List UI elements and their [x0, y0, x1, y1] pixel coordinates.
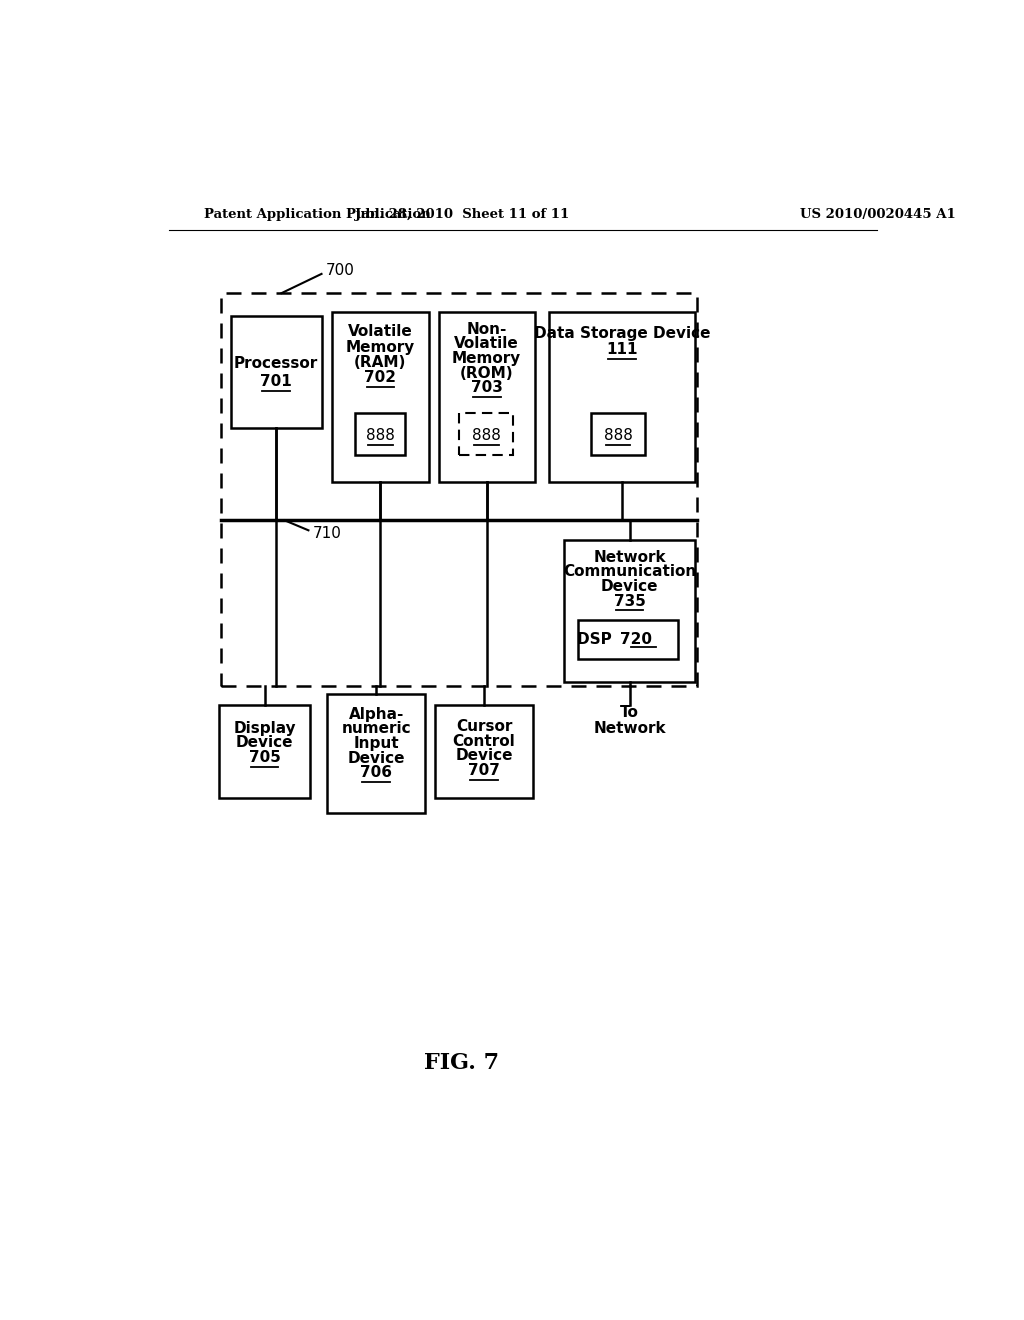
Text: Display: Display — [233, 721, 296, 735]
Text: 888: 888 — [472, 428, 501, 444]
Text: Device: Device — [347, 751, 404, 766]
Text: DSP: DSP — [577, 632, 622, 647]
Text: 888: 888 — [366, 428, 395, 444]
Bar — [435, 705, 534, 797]
Bar — [549, 313, 695, 482]
Text: 701: 701 — [260, 374, 292, 389]
Text: Network: Network — [593, 549, 666, 565]
Text: Device: Device — [456, 748, 513, 763]
Text: To: To — [621, 705, 639, 721]
Text: 720: 720 — [620, 632, 651, 647]
Bar — [591, 413, 645, 455]
Bar — [327, 693, 425, 813]
Text: Memory: Memory — [452, 351, 521, 366]
Bar — [219, 705, 310, 797]
Text: 702: 702 — [365, 371, 396, 385]
Text: Device: Device — [236, 735, 293, 750]
Bar — [438, 313, 535, 482]
Text: Volatile: Volatile — [348, 325, 413, 339]
Text: Control: Control — [453, 734, 515, 748]
Bar — [230, 317, 322, 428]
Bar — [221, 293, 696, 686]
Text: 111: 111 — [606, 342, 638, 356]
Text: Device: Device — [601, 579, 658, 594]
Text: Patent Application Publication: Patent Application Publication — [204, 209, 430, 222]
Text: Volatile: Volatile — [455, 337, 519, 351]
Text: Non-: Non- — [467, 322, 507, 337]
Text: 735: 735 — [613, 594, 645, 609]
Text: Processor: Processor — [233, 356, 318, 371]
Text: Cursor: Cursor — [456, 719, 512, 734]
Text: 888: 888 — [603, 428, 633, 444]
Text: 700: 700 — [326, 263, 354, 277]
Text: (RAM): (RAM) — [354, 355, 407, 370]
Bar — [333, 313, 429, 482]
Text: Communication: Communication — [563, 565, 696, 579]
Text: Network: Network — [593, 721, 666, 735]
Text: FIG. 7: FIG. 7 — [424, 1052, 500, 1074]
Text: Jan. 28, 2010  Sheet 11 of 11: Jan. 28, 2010 Sheet 11 of 11 — [354, 209, 568, 222]
Text: 703: 703 — [471, 380, 503, 396]
Text: Input: Input — [353, 737, 399, 751]
Text: Alpha-: Alpha- — [348, 706, 403, 722]
Text: (ROM): (ROM) — [460, 366, 513, 380]
Text: 710: 710 — [312, 525, 341, 541]
Text: US 2010/0020445 A1: US 2010/0020445 A1 — [801, 209, 956, 222]
Bar — [578, 620, 678, 659]
Text: 707: 707 — [468, 763, 500, 777]
Text: numeric: numeric — [341, 722, 411, 737]
Bar — [355, 413, 406, 455]
Bar — [564, 540, 695, 682]
Text: Memory: Memory — [346, 339, 415, 355]
Bar — [460, 413, 513, 455]
Text: Data Storage Device: Data Storage Device — [534, 326, 710, 342]
Text: 706: 706 — [360, 766, 392, 780]
Text: 705: 705 — [249, 750, 281, 766]
